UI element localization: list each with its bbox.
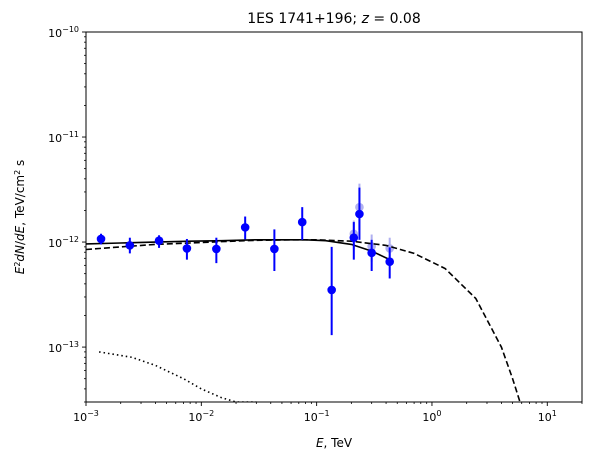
data-point bbox=[212, 244, 221, 254]
data-point bbox=[385, 257, 394, 267]
data-point bbox=[297, 217, 307, 227]
data-point bbox=[125, 241, 135, 250]
x-tick-label: 101 bbox=[538, 409, 557, 424]
data-point bbox=[327, 285, 336, 295]
data-point bbox=[270, 244, 279, 254]
data-point bbox=[367, 248, 376, 258]
tick-layer: 10−3 10−2 10−1 100 101 10−13 10−12 10−11 10−10 bbox=[48, 25, 583, 424]
y-tick-label: 10−11 bbox=[48, 130, 79, 145]
chart-title: 1ES 1741+196; z = 0.08 bbox=[247, 11, 421, 27]
data-point bbox=[349, 233, 359, 243]
data-point bbox=[96, 234, 106, 244]
x-tick-label: 10−1 bbox=[304, 409, 330, 424]
y-tick-label: 10−10 bbox=[48, 25, 79, 40]
y-tick-label: 10−12 bbox=[48, 235, 79, 250]
data-point bbox=[240, 223, 250, 232]
dotted-model-line bbox=[98, 351, 257, 402]
x-axis-label: E, TeV bbox=[316, 436, 353, 450]
data-layer bbox=[86, 183, 521, 402]
data-point bbox=[182, 244, 192, 253]
data-point bbox=[154, 236, 164, 246]
x-tick-label: 100 bbox=[422, 409, 441, 424]
x-tick-label: 10−2 bbox=[188, 409, 214, 424]
y-axis-label: E2dN/dE, TeV/cm2 s bbox=[13, 160, 28, 275]
data-point bbox=[355, 209, 364, 219]
y-tick-label: 10−13 bbox=[48, 340, 79, 355]
plot-frame bbox=[85, 31, 583, 403]
x-tick-label: 10−3 bbox=[73, 409, 99, 424]
svg-text:E2dN/dE, TeV/cm2 s: E2dN/dE, TeV/cm2 s bbox=[13, 160, 28, 275]
dashed-model-line bbox=[86, 239, 521, 402]
